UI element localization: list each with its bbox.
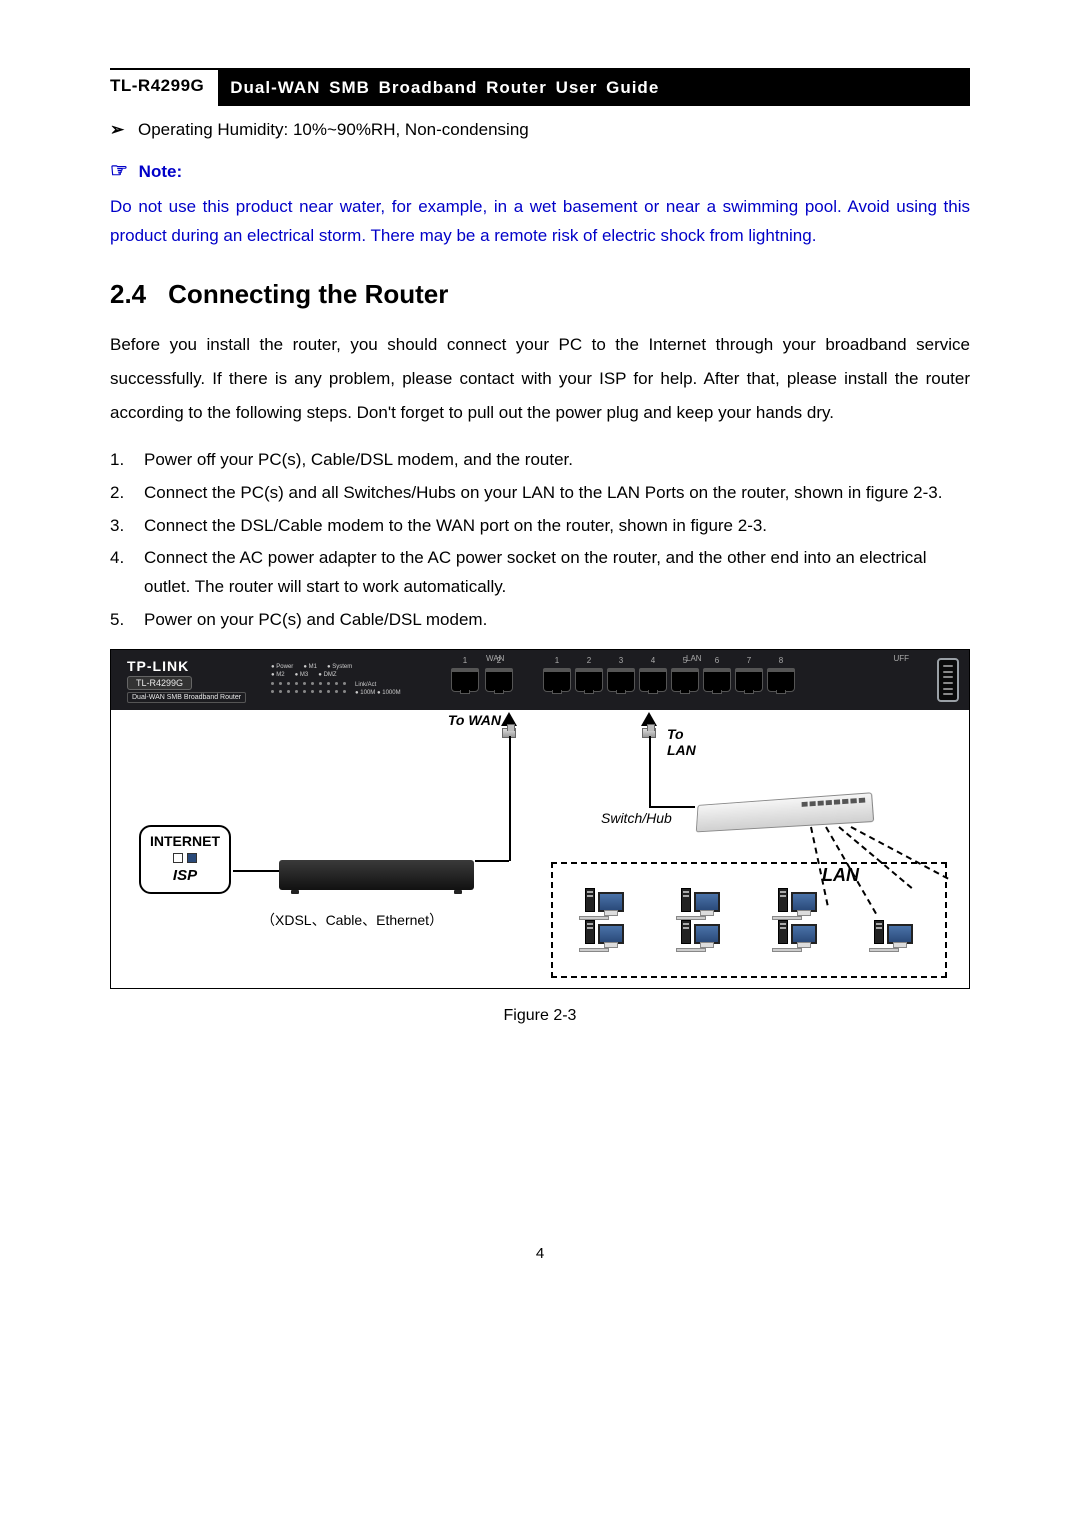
isp-internet-label: INTERNET bbox=[145, 833, 225, 849]
modem-icon bbox=[279, 860, 474, 890]
connection-diagram: TP-LINK TL-R4299G Dual-WAN SMB Broadband… bbox=[110, 649, 970, 989]
isp-label: ISP bbox=[145, 867, 225, 884]
pc-icon bbox=[758, 888, 837, 912]
step-text: Connect the AC power adapter to the AC p… bbox=[144, 544, 970, 602]
led-cluster: ● Power● M1● System ● M2● M3● DMZ Link/A… bbox=[271, 664, 441, 696]
figure-caption: Figure 2-3 bbox=[110, 1007, 970, 1025]
lan-port-icon: 3 bbox=[607, 668, 635, 692]
note-label: Note: bbox=[139, 162, 182, 181]
pc-icon bbox=[565, 888, 644, 912]
lan-ports: 1 2 3 4 5 6 7 8 bbox=[543, 668, 795, 692]
step-text: Connect the DSL/Cable modem to the WAN p… bbox=[144, 512, 970, 541]
uff-label: UFF bbox=[893, 654, 909, 663]
step-text: Power off your PC(s), Cable/DSL modem, a… bbox=[144, 446, 970, 475]
xdsl-label: （XDSL、Cable、Ethernet） bbox=[261, 910, 443, 930]
wan-port-icon: 2 bbox=[485, 668, 513, 692]
router-back-panel: TP-LINK TL-R4299G Dual-WAN SMB Broadband… bbox=[111, 650, 969, 710]
page-number: 4 bbox=[110, 1245, 970, 1262]
pc-icon bbox=[662, 888, 741, 912]
lan-title: LAN bbox=[822, 865, 859, 886]
to-lan-label: To LAN bbox=[667, 726, 696, 758]
lan-port-icon: 7 bbox=[735, 668, 763, 692]
lan-port-icon: 1 bbox=[543, 668, 571, 692]
pc-icon bbox=[758, 920, 837, 944]
lan-cable-line bbox=[649, 736, 651, 806]
pc-icon bbox=[565, 920, 644, 944]
lan-port-icon: 8 bbox=[767, 668, 795, 692]
wan-cable-h bbox=[475, 860, 509, 862]
lan-port-icon: 6 bbox=[703, 668, 731, 692]
wan-ports: 1 2 bbox=[451, 668, 513, 692]
step-number: 1. bbox=[110, 446, 144, 475]
switch-hub-label: Switch/Hub bbox=[601, 810, 672, 826]
step-text: Connect the PC(s) and all Switches/Hubs … bbox=[144, 479, 970, 508]
page-header: TL-R4299G Dual-WAN SMB Broadband Router … bbox=[110, 68, 970, 106]
pc-icon bbox=[662, 920, 741, 944]
lan-group-box: LAN bbox=[551, 862, 947, 978]
note-body: Do not use this product near water, for … bbox=[110, 193, 970, 251]
wan-cable-line bbox=[509, 736, 511, 861]
to-wan-label: To WAN bbox=[448, 712, 501, 728]
step-number: 5. bbox=[110, 606, 144, 635]
bullet-arrow-icon: ➢ bbox=[110, 120, 138, 140]
header-title: Dual-WAN SMB Broadband Router User Guide bbox=[218, 70, 970, 106]
step-number: 2. bbox=[110, 479, 144, 508]
step-number: 4. bbox=[110, 544, 144, 602]
vent-icon bbox=[937, 658, 959, 702]
intro-paragraph: Before you install the router, you shoul… bbox=[110, 328, 970, 430]
note-heading: ☞ Note: bbox=[110, 158, 970, 183]
steps-list: 1.Power off your PC(s), Cable/DSL modem,… bbox=[110, 446, 970, 635]
router-subtitle: Dual-WAN SMB Broadband Router bbox=[127, 692, 246, 703]
lan-port-icon: 2 bbox=[575, 668, 603, 692]
lan-port-icon: 4 bbox=[639, 668, 667, 692]
step-text: Power on your PC(s) and Cable/DSL modem. bbox=[144, 606, 970, 635]
router-model-badge: TL-R4299G bbox=[127, 676, 192, 690]
isp-to-modem-line bbox=[233, 870, 279, 872]
pointing-hand-icon: ☞ bbox=[110, 160, 128, 182]
wan-port-icon: 1 bbox=[451, 668, 479, 692]
isp-cloud-icon: INTERNET ISP bbox=[139, 825, 231, 894]
switch-hub-icon bbox=[696, 792, 874, 832]
lan-port-icon: 5 bbox=[671, 668, 699, 692]
section-number: 2.4 bbox=[110, 279, 146, 309]
section-title: Connecting the Router bbox=[168, 279, 448, 309]
header-model: TL-R4299G bbox=[110, 70, 218, 106]
section-heading: 2.4 Connecting the Router bbox=[110, 279, 970, 310]
step-number: 3. bbox=[110, 512, 144, 541]
spec-bullet: ➢ Operating Humidity: 10%~90%RH, Non-con… bbox=[110, 120, 970, 140]
spec-text: Operating Humidity: 10%~90%RH, Non-conde… bbox=[138, 120, 529, 140]
lan-cable-h bbox=[649, 806, 695, 808]
pc-icon bbox=[855, 920, 934, 944]
router-brand: TP-LINK bbox=[127, 658, 271, 674]
